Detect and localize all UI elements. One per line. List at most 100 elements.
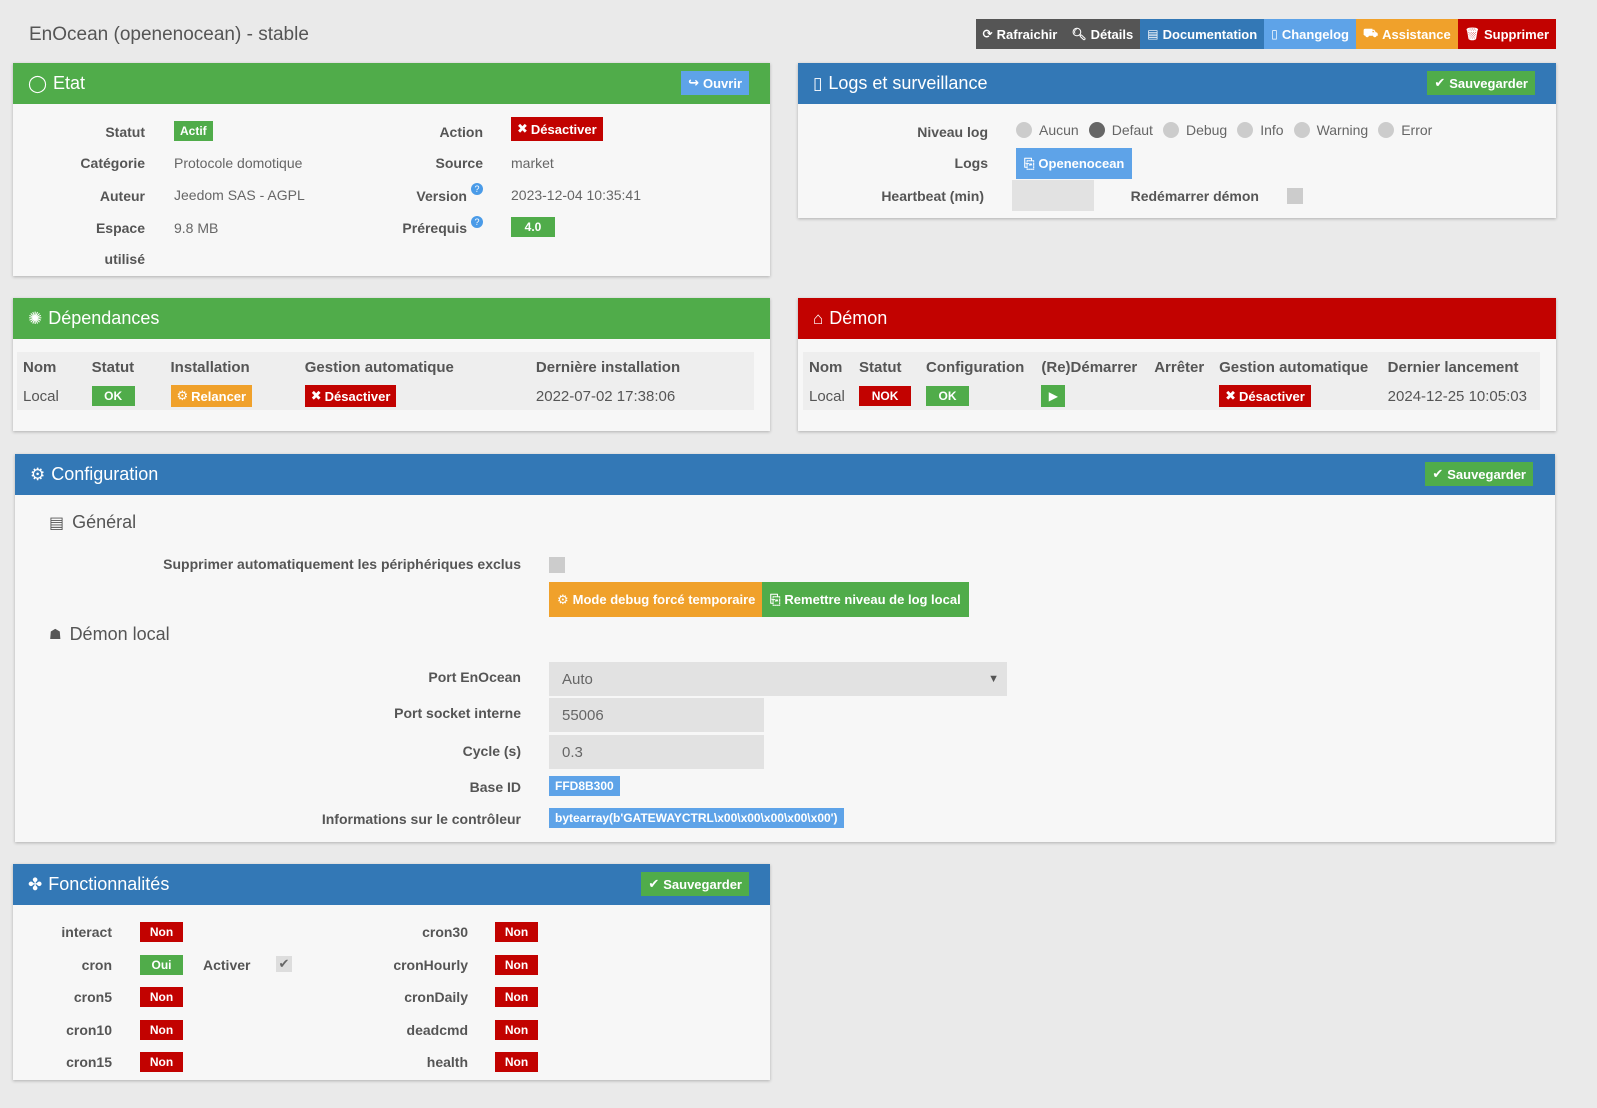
- list-icon: ▤: [49, 514, 65, 532]
- certificate-icon: ✺: [28, 308, 43, 328]
- openenocean-log-label: Openenocean: [1038, 156, 1125, 171]
- feature-status-badge: Non: [140, 1019, 183, 1040]
- table-header-row: Nom Statut Installation Gestion automati…: [17, 352, 754, 382]
- version-value: 2023-12-04 10:35:41: [511, 187, 641, 203]
- auteur-value: Jeedom SAS - AGPL: [174, 187, 305, 203]
- dependances-table: Nom Statut Installation Gestion automati…: [17, 352, 754, 410]
- radio-circle[interactable]: [1237, 122, 1254, 138]
- help-icon[interactable]: ?: [471, 183, 483, 195]
- demon-header: ⌂ Démon: [798, 298, 1556, 339]
- close-icon: ✖: [310, 388, 322, 403]
- university-icon: ⌂: [813, 308, 824, 328]
- dep-deactivate-button[interactable]: ✖ Désactiver: [304, 385, 397, 407]
- log-level-label: Error: [1401, 122, 1433, 138]
- play-icon: ▶: [1048, 389, 1058, 403]
- action-deactivate-button[interactable]: ✖ Désactiver: [511, 117, 603, 141]
- config-save-button[interactable]: ✔ Sauvegarder: [1425, 462, 1533, 486]
- supprimer-label: Supprimer automatiquement les périphériq…: [163, 556, 521, 572]
- supprimer-checkbox[interactable]: [549, 557, 565, 573]
- niveau-log-label: Niveau log: [917, 124, 988, 140]
- logs-save-button[interactable]: ✔ Sauvegarder: [1427, 71, 1535, 95]
- radio-circle[interactable]: [1088, 122, 1105, 138]
- chevron-down-icon: ▼: [988, 673, 999, 685]
- etat-title: Etat: [53, 73, 86, 93]
- close-icon: ✖: [517, 121, 528, 136]
- general-title-text: Général: [72, 512, 137, 532]
- demon-table: Nom Statut Configuration (Re)Démarrer Ar…: [803, 352, 1540, 410]
- log-level-radio[interactable]: Info: [1237, 122, 1284, 138]
- log-level-label: Aucun: [1039, 122, 1079, 138]
- statut-badge: Actif: [174, 121, 213, 141]
- debug-mode-label: Mode debug forcé temporaire: [572, 592, 756, 607]
- assistance-label: Assistance: [1382, 26, 1451, 42]
- radio-circle[interactable]: [1293, 122, 1310, 138]
- espace-label-2: utilisé: [104, 251, 145, 267]
- book-icon: ▤: [1147, 27, 1159, 41]
- assistance-button[interactable]: ⛟ Assistance: [1355, 19, 1458, 49]
- details-button[interactable]: 🔍︎ Détails: [1064, 19, 1141, 49]
- restart-demon-checkbox[interactable]: [1287, 188, 1303, 204]
- changelog-button[interactable]: ▯ Changelog: [1264, 19, 1356, 49]
- cycle-input[interactable]: 0.3: [549, 735, 764, 769]
- info-label: Informations sur le contrôleur: [321, 811, 521, 827]
- general-section-title: ▤ Général: [49, 512, 136, 533]
- log-level-label: Defaut: [1111, 122, 1153, 138]
- open-button[interactable]: ↪ Ouvrir: [681, 71, 749, 95]
- column-header: Installation: [164, 352, 299, 382]
- demon-panel: ⌂ Démon Nom Statut Configuration (Re)Dém…: [798, 298, 1556, 431]
- heartbeat-input[interactable]: [1012, 180, 1094, 211]
- fonct-save-button[interactable]: ✔ Sauvegarder: [641, 872, 749, 896]
- file-icon: ▯: [1271, 27, 1278, 41]
- delete-button[interactable]: 🗑︎ Supprimer: [1457, 19, 1556, 49]
- relancer-button[interactable]: ⚙ Relancer: [170, 385, 253, 407]
- espace-value: 9.8 MB: [174, 220, 219, 236]
- check-circle-icon: ✔: [648, 876, 660, 891]
- demon-deactivate-button[interactable]: ✖ Désactiver: [1219, 385, 1311, 407]
- socket-label: Port socket interne: [394, 705, 521, 721]
- share-icon: ↪: [688, 75, 699, 90]
- debug-mode-button[interactable]: ⚙ Mode debug forcé temporaire: [549, 582, 764, 617]
- log-level-radio[interactable]: Debug: [1162, 122, 1227, 138]
- column-header: Dernier lancement: [1381, 352, 1540, 382]
- play-button[interactable]: ▶: [1041, 385, 1066, 407]
- circle-notch-icon: ◯: [28, 73, 48, 93]
- activer-checkbox[interactable]: ✔: [276, 956, 292, 972]
- column-header: Nom: [17, 352, 86, 382]
- feature-label: health: [426, 1054, 468, 1070]
- refresh-button[interactable]: ⟳ Rafraichir: [975, 19, 1065, 49]
- dep-nom-cell: Local: [17, 382, 86, 410]
- feature-label: deadcmd: [406, 1021, 468, 1038]
- config-save-label: Sauvegarder: [1447, 466, 1526, 482]
- configuration-panel: ⚙ Configuration ✔ Sauvegarder ▤ Général Su…: [15, 454, 1555, 842]
- documentation-button[interactable]: ▤ Documentation: [1140, 19, 1265, 49]
- help-icon[interactable]: ?: [471, 216, 483, 228]
- demon-nom-cell: Local: [803, 382, 854, 410]
- feature-label: cron15: [66, 1054, 112, 1070]
- puzzle-icon: ✤: [28, 874, 43, 894]
- table-header-row: Nom Statut Configuration (Re)Démarrer Ar…: [803, 352, 1540, 382]
- openenocean-log-button[interactable]: ⎘ Openenocean: [1016, 148, 1133, 179]
- reset-log-button[interactable]: ⎘ Remettre niveau de log local: [762, 582, 969, 617]
- radio-circle[interactable]: [1016, 122, 1032, 138]
- feature-label: cronHourly: [393, 956, 468, 973]
- categorie-label: Catégorie: [80, 155, 145, 171]
- dependances-title: Dépendances: [48, 308, 160, 328]
- feature-status-badge: Non: [140, 1052, 183, 1072]
- fonctionnalites-header: ✤ Fonctionnalités ✔ Sauvegarder: [13, 864, 770, 905]
- feature-status-badge: Non: [140, 987, 183, 1007]
- page-title: EnOcean (openenocean) - stable: [29, 24, 309, 45]
- radio-circle[interactable]: [1378, 122, 1395, 138]
- log-level-radio[interactable]: Error: [1378, 122, 1432, 138]
- feature-label: cron5: [73, 989, 112, 1005]
- column-header: (Re)Démarrer: [1035, 352, 1149, 382]
- socket-input[interactable]: 55006: [549, 698, 764, 732]
- log-level-radio[interactable]: Defaut: [1088, 122, 1153, 138]
- port-select[interactable]: Auto ▼: [549, 662, 1007, 696]
- feature-status-badge: Non: [495, 1019, 538, 1040]
- file-icon: ▯: [813, 73, 823, 93]
- radio-circle[interactable]: [1162, 122, 1179, 138]
- log-level-radio[interactable]: Aucun: [1016, 122, 1079, 138]
- column-header: Statut: [85, 352, 165, 382]
- log-level-radio[interactable]: Warning: [1293, 122, 1368, 138]
- categorie-value: Protocole domotique: [174, 155, 303, 171]
